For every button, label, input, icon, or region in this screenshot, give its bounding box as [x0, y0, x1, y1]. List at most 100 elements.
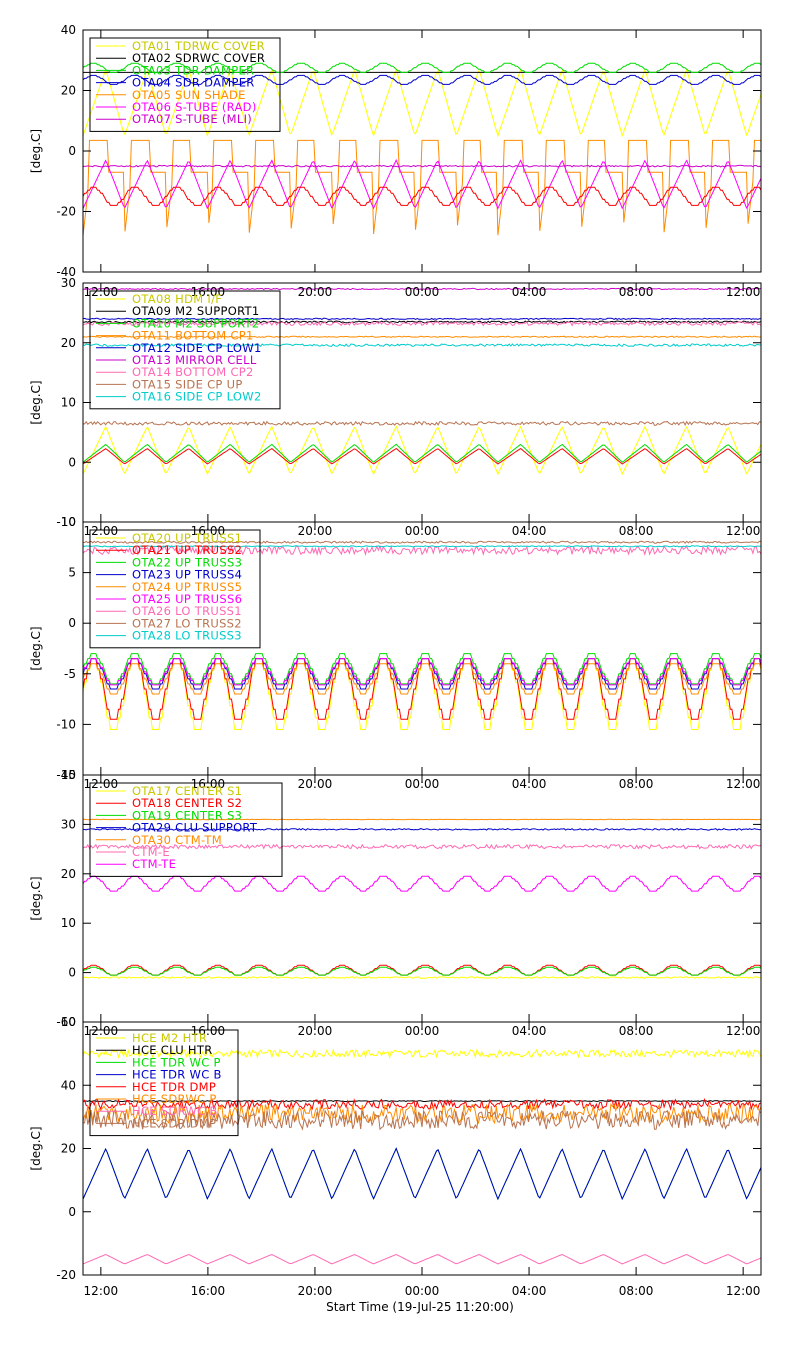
legend-entry: OTA21 UP TRUSS2: [132, 543, 242, 557]
legend-box: [89, 37, 281, 132]
y-tick-label: -10: [56, 1015, 76, 1029]
legend-entry: OTA12 SIDE CP LOW1: [132, 341, 262, 355]
series-line-2-8: [83, 420, 761, 427]
legend-entry: CTM-E: [132, 845, 170, 859]
series-line-2-1: [83, 425, 761, 476]
series-line-5-7: [83, 1253, 761, 1265]
y-axis-label: [deg.C]: [29, 380, 43, 424]
y-tick-label: 0: [68, 455, 76, 469]
series-line-2-10: [83, 447, 761, 465]
legend-entry: OTA10 M2 SUPPORT2: [132, 316, 259, 330]
series-line-4-6: [83, 843, 761, 850]
legend-entry: OTA24 UP TRUSS5: [132, 580, 242, 594]
series-line-5-3: [83, 1147, 761, 1201]
x-tick-label-bottom: 12:00: [726, 1284, 761, 1298]
series-line-4-5: [83, 818, 761, 821]
legend-entry: OTA29 CLU SUPPORT: [132, 821, 258, 835]
legend-entry: OTA17 CENTER S1: [132, 784, 242, 798]
series-line-4-4: [83, 828, 761, 831]
legend-box: [89, 290, 281, 410]
legend-entry: OTA15 SIDE CP UP: [132, 377, 243, 391]
legend-entry: OTA25 UP TRUSS6: [132, 592, 242, 606]
legend-entry: OTA03 TDR DAMPER: [132, 63, 254, 77]
x-tick-label: 00:00: [405, 777, 440, 791]
x-tick-label: 08:00: [619, 285, 654, 299]
series-line-2-2: [83, 320, 761, 324]
x-tick-label: 00:00: [405, 1024, 440, 1038]
legend-entry: OTA30 CTM-TM: [132, 833, 222, 847]
legend-entry: OTA27 LO TRUSS2: [132, 616, 242, 630]
legend-entry: HCE M2 HTR: [132, 1031, 207, 1045]
legend-entry: OTA26 LO TRUSS1: [132, 604, 242, 618]
series-line-1-7: [83, 164, 761, 168]
y-tick-label: 0: [68, 966, 76, 980]
series-line-3-5: [83, 663, 761, 695]
y-tick-label: 0: [68, 1205, 76, 1219]
series-line-1-3: [83, 62, 761, 73]
legend-entry: OTA01 TDRWC COVER: [132, 39, 265, 53]
y-tick-label: 40: [61, 768, 76, 782]
legend-entry: OTA11 BOTTOM CP1: [132, 329, 254, 343]
x-tick-label: 20:00: [298, 285, 333, 299]
chart-panel-3: -15 -10 -5 0 5 10 12:00 16:00 20:00 00:00 04:00 08:…: [29, 515, 762, 782]
y-tick-label: -20: [56, 205, 76, 219]
y-tick-label: 30: [61, 276, 76, 290]
x-tick-label: 16:00: [191, 285, 226, 299]
y-tick-label: 40: [61, 23, 76, 37]
series-line-2-4: [83, 335, 761, 338]
series-line-5-5: [83, 1097, 761, 1111]
x-tick-label: 00:00: [405, 285, 440, 299]
y-tick-label: 20: [61, 867, 76, 881]
series-line-2-5: [83, 317, 761, 320]
x-tick-label: 04:00: [512, 1024, 547, 1038]
y-tick-label: -10: [56, 515, 76, 529]
x-tick-label: 12:00: [84, 285, 119, 299]
x-tick-label: 08:00: [619, 524, 654, 538]
legend-entry: OTA04 SDR DAMPER: [132, 76, 255, 90]
legend-entry: HCE SDRWC P: [132, 1092, 217, 1106]
x-axis-title: Start Time (19-Jul-25 11:20:00): [326, 1300, 514, 1314]
x-tick-label-bottom: 00:00: [405, 1284, 440, 1298]
legend-entry: OTA22 UP TRUSS3: [132, 555, 242, 569]
legend-entry: HCE TDR WC B: [132, 1068, 222, 1082]
x-tick-label: 04:00: [512, 285, 547, 299]
legend-entry: OTA14 BOTTOM CP2: [132, 365, 254, 379]
legend-entry: CTM-TE: [132, 857, 176, 871]
y-tick-label: 5: [68, 566, 76, 580]
x-tick-label: 12:00: [84, 524, 119, 538]
legend-box: [89, 1029, 239, 1137]
chart-panel-2: -10 0 10 20 30 12:00 16:00 20:00 00:00 04:00 08:00…: [29, 276, 762, 529]
x-tick-label: 16:00: [191, 1024, 226, 1038]
y-axis-label: [deg.C]: [29, 876, 43, 920]
x-tick-label-bottom: 08:00: [619, 1284, 654, 1298]
series-line-2-3: [83, 443, 761, 463]
legend-box: [89, 782, 283, 877]
series-line-4-3: [83, 966, 761, 976]
series-line-3-3: [83, 653, 761, 685]
legend-entry: OTA07 S-TUBE (MLI): [132, 112, 252, 126]
x-tick-label-bottom: 12:00: [84, 1284, 119, 1298]
legend-entry: OTA19 CENTER S3: [132, 808, 242, 822]
series-line-3-9: [83, 545, 761, 548]
y-tick-label: -15: [56, 768, 76, 782]
y-tick-label: 0: [68, 616, 76, 630]
legend-entry: OTA23 UP TRUSS4: [132, 568, 242, 582]
y-tick-label: 0: [68, 144, 76, 158]
series-line-1-5: [83, 139, 761, 236]
series-line-5-1: [83, 1048, 761, 1059]
legend-entry: HCE TDR WC P: [132, 1055, 221, 1069]
series-line-2-9: [83, 343, 761, 348]
y-tick-label: -20: [56, 1268, 76, 1282]
y-axis-label: [deg.C]: [29, 129, 43, 173]
x-tick-label-bottom: 04:00: [512, 1284, 547, 1298]
series-line-5-6: [83, 1103, 761, 1125]
y-tick-label: 20: [61, 84, 76, 98]
series-line-1-1: [83, 67, 761, 138]
series-line-4-1: [83, 976, 761, 979]
series-line-5-2: [83, 1100, 761, 1103]
x-tick-label: 16:00: [191, 524, 226, 538]
chart-panel-1: -40 -20 0 20 40 [deg.C] OTA01 TDRWC COVEROTA02…: [29, 23, 762, 279]
series-line-1-6: [83, 158, 761, 210]
x-tick-label: 20:00: [298, 524, 333, 538]
